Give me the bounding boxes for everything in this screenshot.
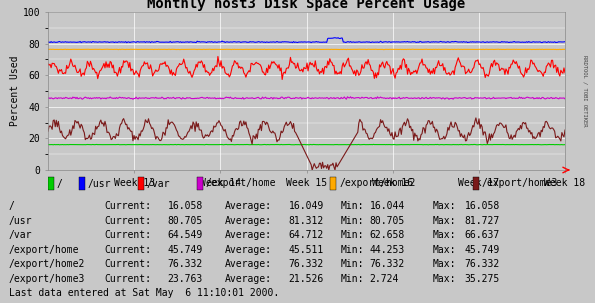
Text: 45.749: 45.749 [167, 245, 203, 255]
Text: 16.049: 16.049 [289, 201, 324, 211]
Text: Current:: Current: [104, 230, 151, 240]
Text: Max:: Max: [433, 259, 456, 269]
Text: 21.526: 21.526 [289, 274, 324, 284]
Text: Min:: Min: [340, 201, 364, 211]
Text: Average:: Average: [225, 230, 272, 240]
Text: Min:: Min: [340, 245, 364, 255]
Text: Current:: Current: [104, 274, 151, 284]
Text: Min:: Min: [340, 259, 364, 269]
Text: Max:: Max: [433, 201, 456, 211]
Text: Min:: Min: [340, 216, 364, 226]
Text: 81.312: 81.312 [289, 216, 324, 226]
Text: /export/home3: /export/home3 [9, 274, 85, 284]
Text: 35.275: 35.275 [465, 274, 500, 284]
Text: 80.705: 80.705 [369, 216, 405, 226]
Text: 62.658: 62.658 [369, 230, 405, 240]
Text: 44.253: 44.253 [369, 245, 405, 255]
Text: /var: /var [147, 178, 170, 188]
Text: 2.724: 2.724 [369, 274, 399, 284]
Y-axis label: Percent Used: Percent Used [10, 56, 20, 126]
Text: Max:: Max: [433, 245, 456, 255]
Text: 64.549: 64.549 [167, 230, 203, 240]
Text: Average:: Average: [225, 245, 272, 255]
Text: 76.332: 76.332 [369, 259, 405, 269]
Text: 45.749: 45.749 [465, 245, 500, 255]
Text: 23.763: 23.763 [167, 274, 203, 284]
Text: /usr: /usr [88, 178, 111, 188]
Text: Max:: Max: [433, 216, 456, 226]
Text: Current:: Current: [104, 259, 151, 269]
Text: /export/home2: /export/home2 [9, 259, 85, 269]
Text: 16.058: 16.058 [167, 201, 203, 211]
Text: Current:: Current: [104, 201, 151, 211]
Text: /export/home2: /export/home2 [339, 178, 415, 188]
FancyBboxPatch shape [48, 177, 54, 190]
Text: /usr: /usr [9, 216, 32, 226]
Text: /: / [57, 178, 62, 188]
Text: Last data entered at Sat May  6 11:10:01 2000.: Last data entered at Sat May 6 11:10:01 … [9, 288, 279, 298]
Text: Average:: Average: [225, 216, 272, 226]
Text: Min:: Min: [340, 230, 364, 240]
Text: /export/home: /export/home [206, 178, 276, 188]
FancyBboxPatch shape [473, 177, 479, 190]
Text: 76.332: 76.332 [289, 259, 324, 269]
Title: Monthly host3 Disk Space Percent Usage: Monthly host3 Disk Space Percent Usage [148, 0, 466, 11]
Text: Max:: Max: [433, 274, 456, 284]
Text: /export/home3: /export/home3 [482, 178, 558, 188]
Text: RRDTOOL / TOBI OETIKER: RRDTOOL / TOBI OETIKER [583, 55, 587, 127]
FancyBboxPatch shape [330, 177, 337, 190]
Text: Current:: Current: [104, 216, 151, 226]
Text: Average:: Average: [225, 259, 272, 269]
Text: 45.511: 45.511 [289, 245, 324, 255]
Text: 16.044: 16.044 [369, 201, 405, 211]
Text: Min:: Min: [340, 274, 364, 284]
Text: 80.705: 80.705 [167, 216, 203, 226]
Text: 64.712: 64.712 [289, 230, 324, 240]
Text: 76.332: 76.332 [167, 259, 203, 269]
FancyBboxPatch shape [197, 177, 203, 190]
Text: Current:: Current: [104, 245, 151, 255]
FancyBboxPatch shape [79, 177, 85, 190]
Text: 66.637: 66.637 [465, 230, 500, 240]
Text: Average:: Average: [225, 201, 272, 211]
Text: 76.332: 76.332 [465, 259, 500, 269]
Text: /export/home: /export/home [9, 245, 79, 255]
Text: 16.058: 16.058 [465, 201, 500, 211]
FancyBboxPatch shape [138, 177, 144, 190]
Text: 81.727: 81.727 [465, 216, 500, 226]
Text: /var: /var [9, 230, 32, 240]
Text: Average:: Average: [225, 274, 272, 284]
Text: Max:: Max: [433, 230, 456, 240]
Text: /: / [9, 201, 15, 211]
